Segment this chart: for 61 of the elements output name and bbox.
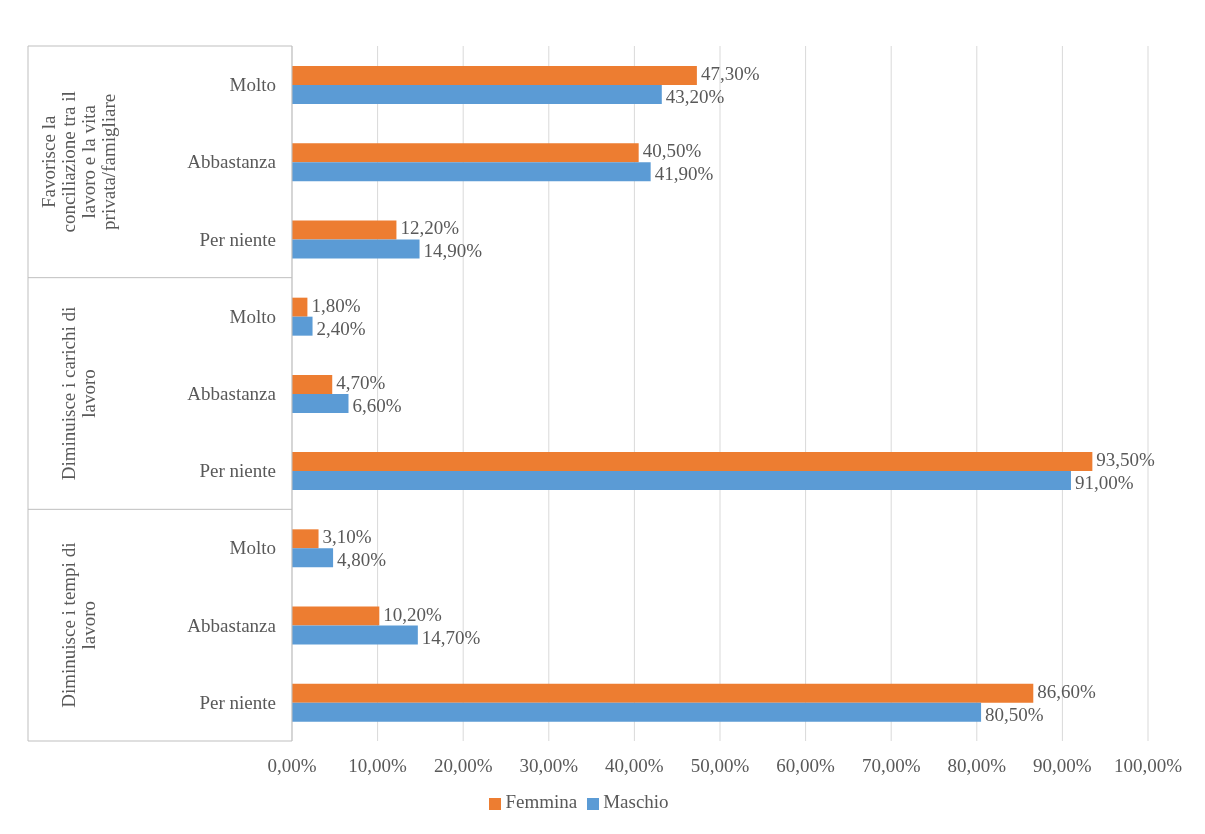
text: Favorisce la conciliazione tra il lavoro e la vita privata/famigliare: [37, 91, 119, 233]
data-label: 12,20%: [400, 217, 460, 239]
x-tick-label: 20,00%: [433, 755, 493, 777]
data-label: 80,50%: [985, 703, 1044, 725]
y-tick-label: Abbastanza: [187, 614, 277, 636]
data-label: 43,20%: [665, 86, 725, 107]
x-tick-label: 70,00%: [861, 755, 921, 777]
data-label: 47,30%: [700, 63, 760, 84]
bar: [292, 702, 982, 722]
legend-label: Femmina: [505, 791, 578, 812]
text: Diminuisce i tempi di lavoro: [57, 542, 99, 708]
y-tick-label: Abbastanza: [187, 151, 277, 173]
y-tick-label: Per niente: [199, 228, 276, 250]
y-tick-label: Molto: [229, 537, 276, 559]
bar: [292, 85, 662, 104]
bar: [292, 471, 1071, 491]
x-tick-label: 100,00%: [1113, 755, 1183, 777]
data-label: 2,40%: [316, 317, 366, 339]
data-label: 14,90%: [423, 240, 483, 262]
bar: [292, 529, 319, 549]
x-tick-label: 50,00%: [690, 755, 750, 777]
x-tick-label: 60,00%: [776, 755, 836, 777]
y-tick-label: Per niente: [199, 460, 276, 482]
bar: [292, 548, 334, 568]
y-tick-label: Molto: [229, 305, 276, 327]
bar: [292, 239, 420, 259]
bar: [292, 452, 1093, 472]
y-tick-label: Molto: [229, 74, 276, 96]
data-label: 40,50%: [642, 140, 702, 162]
x-tick-label: 90,00%: [1033, 755, 1092, 777]
bar: [292, 393, 349, 413]
data-label: 93,50%: [1096, 449, 1156, 471]
bar: [292, 143, 639, 163]
x-tick-label: 80,00%: [947, 755, 1007, 777]
bar: [292, 297, 308, 317]
x-tick-label: 10,00%: [348, 755, 408, 777]
bar: [292, 162, 651, 182]
data-label: 3,10%: [322, 526, 372, 548]
bar: [292, 625, 418, 645]
data-label: 10,20%: [383, 603, 443, 625]
bar: [292, 683, 1034, 703]
data-label: 4,80%: [337, 549, 387, 571]
text: Diminuisce i carichi di lavoro: [57, 306, 99, 481]
data-label: 41,90%: [654, 163, 714, 185]
bar: [292, 374, 333, 394]
x-tick-label: 0,00%: [267, 755, 317, 777]
data-label: 86,60%: [1037, 680, 1097, 702]
data-label: 6,60%: [352, 394, 402, 416]
x-tick-label: 30,00%: [519, 755, 579, 777]
legend-label: Maschio: [603, 791, 669, 812]
data-label: 14,70%: [421, 626, 481, 648]
bar: [292, 220, 397, 240]
data-label: 4,70%: [336, 371, 386, 393]
bar: [292, 606, 380, 626]
y-tick-label: Per niente: [199, 691, 276, 713]
bar: [292, 316, 313, 336]
bar: [292, 66, 697, 85]
data-label: 1,80%: [311, 294, 361, 316]
data-label: 91,00%: [1074, 472, 1134, 494]
x-tick-label: 40,00%: [605, 755, 664, 777]
y-tick-label: Abbastanza: [187, 383, 277, 404]
